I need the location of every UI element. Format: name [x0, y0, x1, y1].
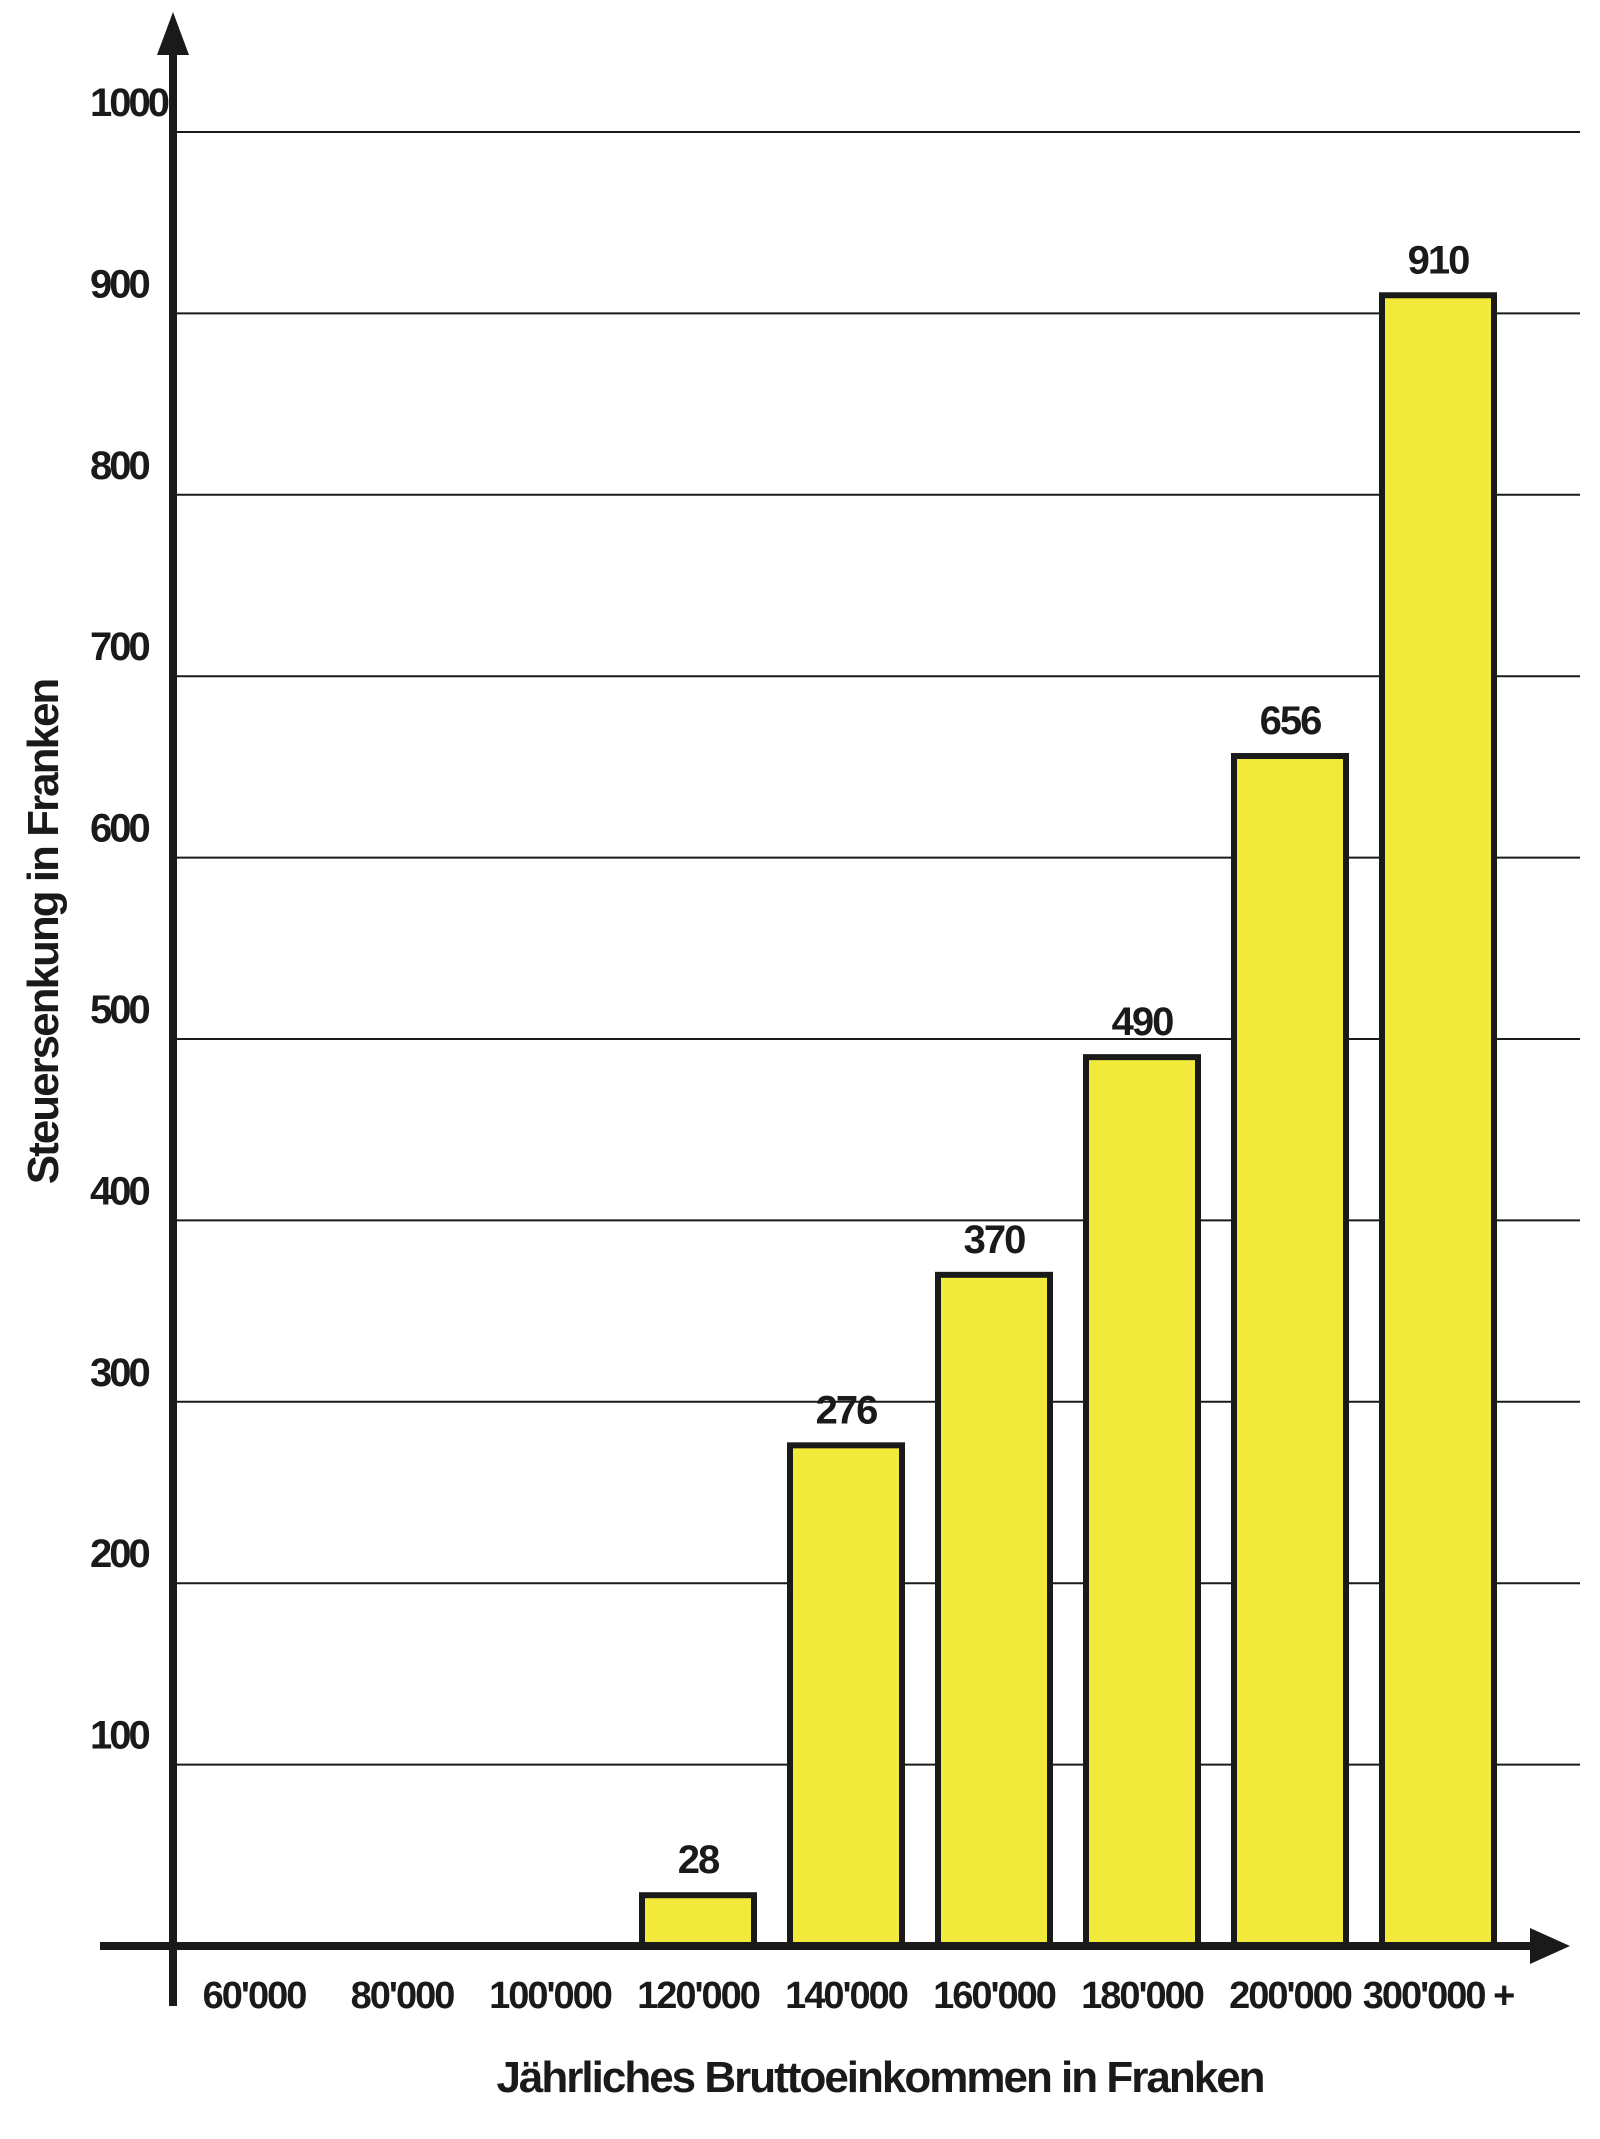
y-tick-labels: 100 200 300 400 500 600 700 800 900 1000: [90, 81, 172, 1758]
bar-value-label: 276: [816, 1388, 877, 1432]
x-category-label: 120'000: [637, 1975, 760, 2017]
bar-value-label: 28: [678, 1838, 720, 1882]
bar: [935, 1271, 1053, 1949]
x-category-label: 80'000: [351, 1975, 455, 2017]
y-axis-title: Steuersenkung in Franken: [19, 680, 68, 1185]
bar: [1379, 292, 1497, 1949]
x-category-label: 160'000: [933, 1975, 1056, 2017]
bar-value-labels: 28 276 370 490 656 910: [678, 238, 1471, 1882]
bar: [1083, 1054, 1201, 1949]
x-axis-arrow: [1530, 1928, 1570, 1964]
y-tick-label: 100: [90, 1714, 149, 1758]
y-axis-arrow: [157, 12, 189, 55]
y-tick-label: 200: [90, 1532, 149, 1576]
y-tick-label: 1000: [90, 81, 169, 125]
x-category-label: 300'000 +: [1363, 1975, 1514, 2017]
y-tick-label: 300: [90, 1351, 149, 1395]
x-category-label: 140'000: [785, 1975, 908, 2017]
y-tick-label: 800: [90, 444, 149, 488]
bars: [639, 292, 1497, 1950]
bar-value-label: 370: [964, 1218, 1025, 1262]
bar: [787, 1442, 905, 1950]
y-tick-label: 500: [90, 988, 149, 1032]
y-tick-label: 400: [90, 1169, 149, 1213]
bar: [639, 1892, 757, 1950]
y-tick-label: 900: [90, 262, 149, 306]
bar-value-label: 910: [1408, 238, 1469, 282]
bar-value-label: 656: [1260, 699, 1321, 743]
y-tick-label: 600: [90, 807, 149, 851]
axes: [100, 12, 1570, 2006]
bar: [1231, 753, 1349, 1949]
x-category-label: 100'000: [489, 1975, 612, 2017]
gridlines: [173, 131, 1580, 1766]
bar-value-label: 490: [1112, 1000, 1173, 1044]
x-category-label: 180'000: [1081, 1975, 1204, 2017]
x-category-labels: 60'000 80'000 100'000 120'000 140'000 160'000…: [203, 1975, 1516, 2017]
x-category-label: 200'000: [1229, 1975, 1352, 2017]
y-tick-label: 700: [90, 625, 149, 669]
x-axis-title: Jährliches Bruttoeinkommen in Franken: [496, 2053, 1263, 2102]
x-category-label: 60'000: [203, 1975, 307, 2017]
